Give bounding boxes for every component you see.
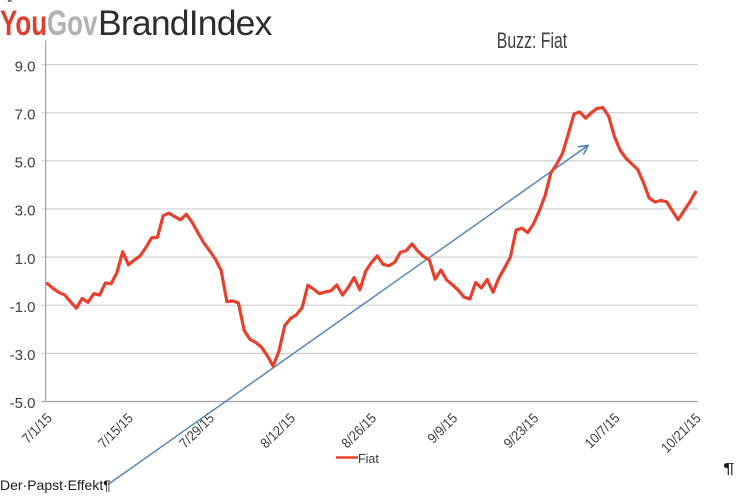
svg-text:9/9/15: 9/9/15 [424, 410, 461, 447]
svg-text:7/15/15: 7/15/15 [95, 410, 136, 451]
svg-text:3.0: 3.0 [15, 203, 36, 220]
svg-text:5.0: 5.0 [15, 155, 36, 172]
svg-text:-1.0: -1.0 [10, 299, 36, 316]
svg-text:10/21/15: 10/21/15 [658, 410, 704, 456]
svg-text:8/26/15: 8/26/15 [338, 410, 379, 451]
svg-text:-3.0: -3.0 [10, 347, 36, 364]
svg-text:7/29/15: 7/29/15 [176, 410, 217, 451]
svg-text:7.0: 7.0 [15, 106, 36, 123]
svg-text:7/1/15: 7/1/15 [19, 410, 56, 447]
svg-text:9/23/15: 9/23/15 [500, 410, 541, 451]
svg-text:8/12/15: 8/12/15 [257, 410, 298, 451]
svg-text:Fiat: Fiat [358, 452, 379, 466]
svg-text:10/7/15: 10/7/15 [581, 410, 622, 451]
svg-text:1.0: 1.0 [15, 251, 36, 268]
svg-text:9.0: 9.0 [15, 58, 36, 75]
svg-text:-5.0: -5.0 [10, 395, 36, 412]
